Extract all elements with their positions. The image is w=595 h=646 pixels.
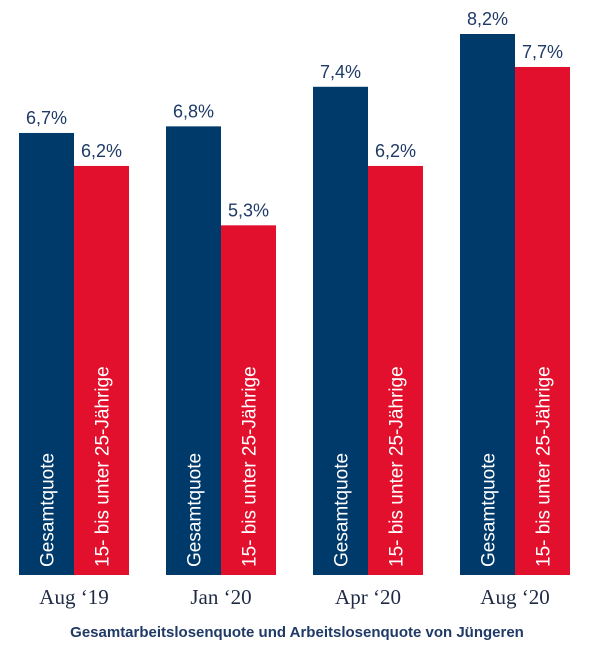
bars-layer: 6,7% Gesamtquote 6,2% 15- bis unter 25-Jähr… xyxy=(19,9,570,609)
bar-series-label-juengere-0: 15- bis unter 25-Jährige xyxy=(93,366,114,567)
bar-gesamtquote-1 xyxy=(166,126,221,576)
bar-juengere-0 xyxy=(74,165,129,575)
chart-caption: Gesamtarbeitslosenquote und Arbeitslosen… xyxy=(70,624,524,641)
value-label-juengere-3: 7,7% xyxy=(522,42,563,62)
value-label-juengere-0: 6,2% xyxy=(81,141,122,161)
bar-gesamtquote-0 xyxy=(19,132,74,575)
bar-series-label-juengere-2: 15- bis unter 25-Jährige xyxy=(387,366,408,567)
bar-series-label-juengere-3: 15- bis unter 25-Jährige xyxy=(534,366,555,567)
category-label-1: Jan ‘20 xyxy=(190,585,251,609)
category-label-0: Aug ‘19 xyxy=(39,585,108,609)
bar-gesamtquote-2 xyxy=(313,86,368,575)
bar-juengere-2 xyxy=(368,165,423,575)
value-label-juengere-2: 6,2% xyxy=(375,141,416,161)
value-label-gesamtquote-0: 6,7% xyxy=(26,108,67,128)
bar-series-label-gesamtquote-2: Gesamtquote xyxy=(332,453,353,567)
value-label-gesamtquote-2: 7,4% xyxy=(320,62,361,82)
value-label-gesamtquote-1: 6,8% xyxy=(173,101,214,121)
bar-series-label-gesamtquote-1: Gesamtquote xyxy=(185,453,206,567)
bar-series-label-juengere-1: 15- bis unter 25-Jährige xyxy=(240,366,261,567)
bar-gesamtquote-3 xyxy=(460,34,515,575)
bar-juengere-1 xyxy=(221,225,276,575)
bar-series-label-gesamtquote-0: Gesamtquote xyxy=(38,453,59,567)
bar-series-label-gesamtquote-3: Gesamtquote xyxy=(479,453,500,567)
bar-juengere-3 xyxy=(515,66,570,576)
value-label-juengere-1: 5,3% xyxy=(228,200,269,220)
category-label-3: Aug ‘20 xyxy=(480,585,549,609)
category-label-2: Apr ‘20 xyxy=(335,585,401,609)
value-label-gesamtquote-3: 8,2% xyxy=(467,9,508,29)
